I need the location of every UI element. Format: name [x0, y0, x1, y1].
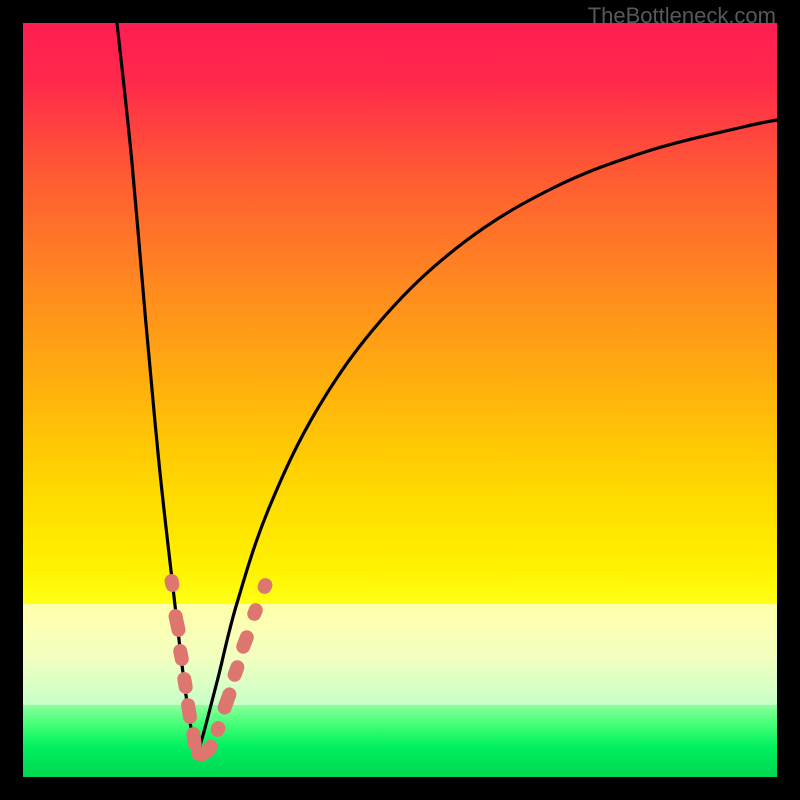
- data-marker: [234, 628, 256, 655]
- bottleneck-curve: [117, 23, 777, 756]
- watermark-text: TheBottleneck.com: [588, 3, 776, 29]
- data-marker: [245, 601, 265, 623]
- data-marker: [176, 671, 194, 695]
- data-marker: [216, 685, 239, 716]
- data-marker: [163, 573, 180, 594]
- data-marker: [209, 719, 228, 739]
- data-marker: [180, 697, 198, 725]
- data-marker: [167, 608, 187, 638]
- curve-layer: [23, 23, 777, 777]
- chart-area: [23, 23, 777, 777]
- data-marker: [172, 643, 190, 667]
- data-marker: [226, 658, 247, 683]
- data-marker: [255, 576, 274, 596]
